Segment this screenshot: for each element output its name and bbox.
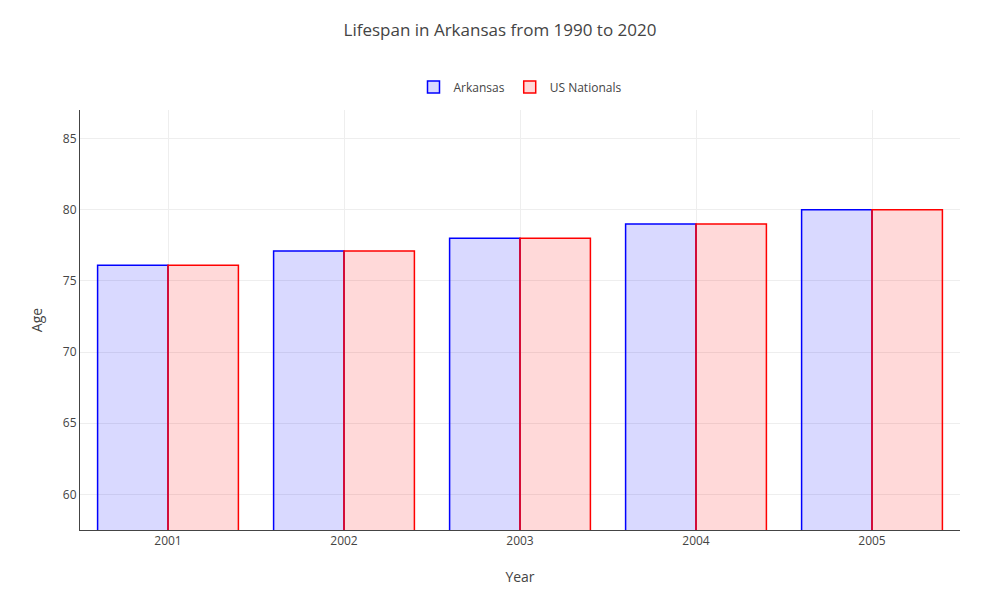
svg-text:2005: 2005 bbox=[858, 532, 886, 549]
svg-text:70: 70 bbox=[63, 343, 77, 360]
svg-text:Arkansas: Arkansas bbox=[454, 79, 505, 96]
svg-text:2004: 2004 bbox=[682, 532, 710, 549]
svg-text:Year: Year bbox=[505, 567, 534, 586]
svg-text:2002: 2002 bbox=[330, 532, 358, 549]
svg-text:75: 75 bbox=[63, 272, 77, 289]
svg-text:60: 60 bbox=[63, 486, 77, 503]
svg-text:Lifespan in Arkansas from 1990: Lifespan in Arkansas from 1990 to 2020 bbox=[344, 18, 657, 41]
svg-text:US Nationals: US Nationals bbox=[550, 79, 622, 96]
svg-text:80: 80 bbox=[63, 201, 77, 218]
svg-text:85: 85 bbox=[63, 130, 77, 147]
svg-text:65: 65 bbox=[63, 414, 77, 431]
svg-text:Age: Age bbox=[27, 308, 46, 332]
svg-text:2003: 2003 bbox=[506, 532, 534, 549]
svg-text:2001: 2001 bbox=[154, 532, 181, 549]
